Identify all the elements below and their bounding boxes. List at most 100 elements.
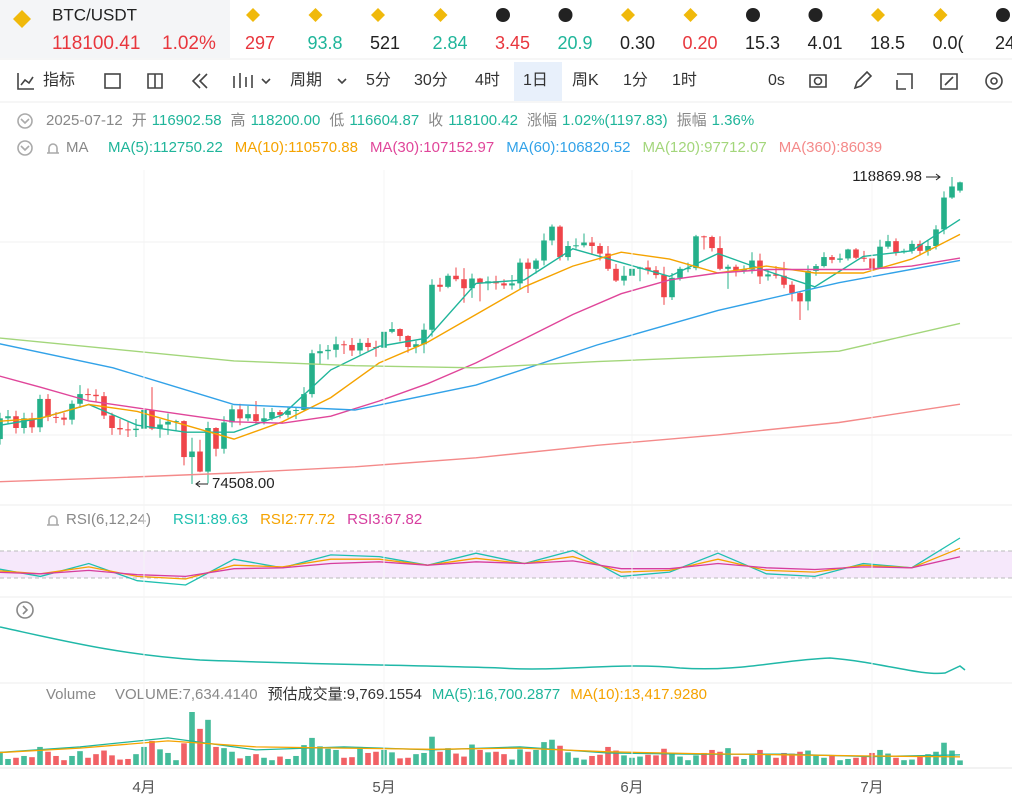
volume-bar <box>365 752 371 765</box>
interval-button[interactable]: 5分 <box>366 71 391 89</box>
rsi-line <box>0 537 961 586</box>
draw-icon[interactable] <box>853 70 873 90</box>
symbol-icon <box>13 10 31 28</box>
tool-icon[interactable] <box>104 73 121 89</box>
candle-body <box>917 243 923 251</box>
candle-body <box>397 329 403 336</box>
interval-button[interactable]: 30分 <box>414 71 448 89</box>
ma-title: MA <box>66 139 89 156</box>
candle-body <box>205 428 211 472</box>
volume-bar <box>333 749 339 765</box>
label: 预估成交量:9,769.1554 <box>268 685 422 703</box>
ticker-icon <box>371 8 385 22</box>
candle-body <box>53 416 59 418</box>
volume-bar <box>45 751 51 765</box>
volume-bar <box>309 737 315 765</box>
tool-icon[interactable] <box>147 73 163 89</box>
month-label: 6月 <box>620 779 643 796</box>
collapse-icon[interactable] <box>17 113 33 129</box>
volume-bar <box>317 746 323 765</box>
candle-body <box>701 236 707 238</box>
candle-body <box>341 344 347 346</box>
label: MA(30):107152.97 <box>370 139 494 156</box>
candle-body <box>781 275 787 285</box>
ticker-icon <box>871 8 885 22</box>
low-label: 74508.00 <box>212 475 275 492</box>
interval-button[interactable]: 1时 <box>672 71 697 89</box>
ticker-icon <box>496 8 510 22</box>
interval-button[interactable]: 周K <box>572 72 599 89</box>
ticker-icon <box>746 8 760 22</box>
candle-body <box>109 415 115 429</box>
ticker-value: 4.01 <box>808 33 843 53</box>
volume-bar <box>125 758 131 765</box>
symbol: BTC/USDT <box>52 5 137 24</box>
candle-body <box>453 275 459 280</box>
candle-body <box>349 344 355 351</box>
volume-bar <box>61 760 67 765</box>
expand-indicator[interactable] <box>16 601 34 619</box>
volume-ma-line <box>0 740 961 758</box>
indicator-button[interactable]: 指标 <box>43 71 75 89</box>
rsi-line <box>0 547 961 580</box>
label: RSI2:77.72 <box>260 511 335 528</box>
volume-bar <box>461 756 467 765</box>
volume-bar <box>493 751 499 765</box>
period-button[interactable]: 周期 <box>290 71 322 89</box>
candle-body <box>85 394 91 396</box>
volume-bar <box>21 755 27 765</box>
volume-bar <box>181 743 187 765</box>
candle-body <box>581 242 587 246</box>
label: RSI1:89.63 <box>173 511 248 528</box>
label: 2025-07-12 <box>46 112 123 129</box>
volume-bar <box>53 755 59 765</box>
camera-icon[interactable] <box>809 74 827 88</box>
settings-icon[interactable] <box>985 72 1003 90</box>
candle-body <box>661 275 667 298</box>
candle-body <box>261 418 267 422</box>
volume-bar <box>469 744 475 765</box>
candle-body <box>309 353 315 395</box>
candle-body <box>669 277 675 298</box>
candle-body <box>133 428 139 431</box>
collapse-icon[interactable] <box>17 140 33 156</box>
tool-icon[interactable] <box>191 73 208 89</box>
chart-type-icon[interactable] <box>233 73 271 88</box>
candle-body <box>597 245 603 254</box>
fullscreen-icon[interactable] <box>940 73 958 90</box>
volume-bar <box>733 756 739 765</box>
ma-line <box>0 218 961 433</box>
volume-bar <box>517 749 523 765</box>
candle-body <box>317 351 323 354</box>
interval-button[interactable]: 1日 <box>523 72 548 89</box>
indicator-line <box>0 626 966 675</box>
candle-body <box>541 240 547 261</box>
candle-body <box>237 409 243 419</box>
symbol-card[interactable] <box>0 0 230 58</box>
volume-bar <box>797 751 803 765</box>
volume-bar <box>549 739 555 765</box>
high-label: 118869.98 <box>852 168 922 185</box>
chevron <box>22 605 29 615</box>
volume-bar <box>525 751 531 765</box>
volume-bar <box>501 754 507 765</box>
candle-body <box>325 349 331 352</box>
volume-bar <box>941 742 947 765</box>
expand-icon[interactable] <box>896 73 913 90</box>
interval-button[interactable]: 4时 <box>475 71 500 89</box>
volume-bar <box>861 756 867 765</box>
candle-body <box>861 257 867 259</box>
volume-bar <box>133 754 139 765</box>
volume-bar <box>413 754 419 765</box>
volume-bar <box>285 758 291 765</box>
candle-body <box>469 278 475 289</box>
interval-button[interactable]: 1分 <box>623 71 648 89</box>
candle-body <box>613 268 619 281</box>
last-price: 118100.41 <box>52 33 140 54</box>
volume-bar <box>581 759 587 765</box>
bell-icon[interactable] <box>47 515 59 526</box>
chevron <box>20 145 30 152</box>
candle-body <box>61 417 67 420</box>
bell-icon[interactable] <box>47 143 59 154</box>
candle-body <box>621 275 627 281</box>
